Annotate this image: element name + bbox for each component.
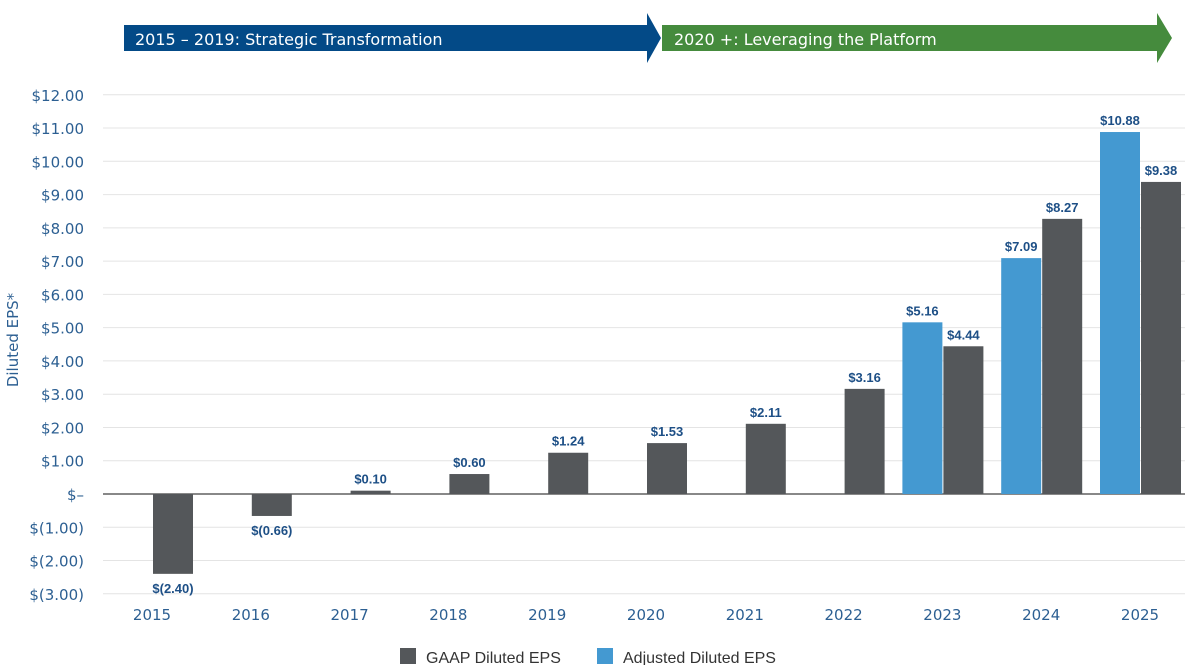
y-tick-label: $5.00 <box>41 320 84 338</box>
x-tick-label: 2020 <box>627 606 665 624</box>
legend-swatch-gaap <box>400 648 416 664</box>
x-tick-label: 2024 <box>1022 606 1060 624</box>
y-tick-label: $10.00 <box>32 153 85 171</box>
data-label: $(0.66) <box>251 523 292 538</box>
banner-arrow-2 <box>662 13 1172 63</box>
y-tick-label: $11.00 <box>32 120 85 138</box>
bar <box>647 443 687 494</box>
data-label: $1.53 <box>651 424 684 439</box>
data-label: $(2.40) <box>152 581 193 596</box>
y-tick-label: $(3.00) <box>29 586 84 604</box>
y-tick-label: $7.00 <box>41 253 84 271</box>
bar <box>1100 132 1140 494</box>
x-tick-label: 2022 <box>825 606 863 624</box>
data-label: $5.16 <box>906 303 939 318</box>
x-tick-label: 2025 <box>1121 606 1159 624</box>
banner-label-2: 2020 +: Leveraging the Platform <box>674 30 937 49</box>
data-label: $0.10 <box>354 472 387 487</box>
x-tick-label: 2018 <box>429 606 467 624</box>
bar <box>251 494 292 516</box>
x-tick-label: 2019 <box>528 606 566 624</box>
legend-swatch-adjusted <box>597 648 613 664</box>
bar <box>844 388 885 494</box>
y-tick-label: $– <box>67 486 84 504</box>
bar <box>548 452 589 494</box>
x-tick-label: 2021 <box>726 606 764 624</box>
data-label: $7.09 <box>1005 239 1038 254</box>
data-label: $4.44 <box>947 327 980 342</box>
bar <box>943 346 984 494</box>
y-tick-label: $3.00 <box>41 386 84 404</box>
data-label: $9.38 <box>1145 163 1178 178</box>
y-tick-label: $1.00 <box>41 453 84 471</box>
bar <box>745 423 786 494</box>
data-label: $3.16 <box>848 370 881 385</box>
bar <box>350 490 391 494</box>
bar <box>449 474 490 494</box>
y-tick-label: $6.00 <box>41 286 84 304</box>
y-tick-label: $12.00 <box>32 87 85 105</box>
x-tick-label: 2016 <box>232 606 270 624</box>
x-tick-label: 2017 <box>331 606 369 624</box>
bar <box>902 322 943 494</box>
data-label: $1.24 <box>552 434 585 449</box>
data-label: $10.88 <box>1100 113 1140 128</box>
bar <box>1141 181 1181 494</box>
data-label: $0.60 <box>453 455 486 470</box>
data-label: $2.11 <box>750 405 782 420</box>
banner-arrow-1 <box>124 13 661 63</box>
data-label: $8.27 <box>1046 200 1079 215</box>
x-tick-label: 2015 <box>133 606 171 624</box>
y-tick-label: $9.00 <box>41 187 84 205</box>
y-tick-label: $2.00 <box>41 419 84 437</box>
y-tick-label: $(2.00) <box>29 553 84 571</box>
bar <box>153 494 193 574</box>
bar <box>1042 218 1083 494</box>
bar <box>1001 258 1042 494</box>
banner-label-1: 2015 – 2019: Strategic Transformation <box>135 30 443 49</box>
legend-label-adjusted: Adjusted Diluted EPS <box>623 650 776 665</box>
x-tick-label: 2023 <box>923 606 961 624</box>
y-axis-label: Diluted EPS* <box>4 292 22 387</box>
y-tick-label: $4.00 <box>41 353 84 371</box>
y-tick-label: $8.00 <box>41 220 84 238</box>
y-tick-label: $(1.00) <box>29 519 84 537</box>
legend-label-gaap: GAAP Diluted EPS <box>426 650 561 665</box>
